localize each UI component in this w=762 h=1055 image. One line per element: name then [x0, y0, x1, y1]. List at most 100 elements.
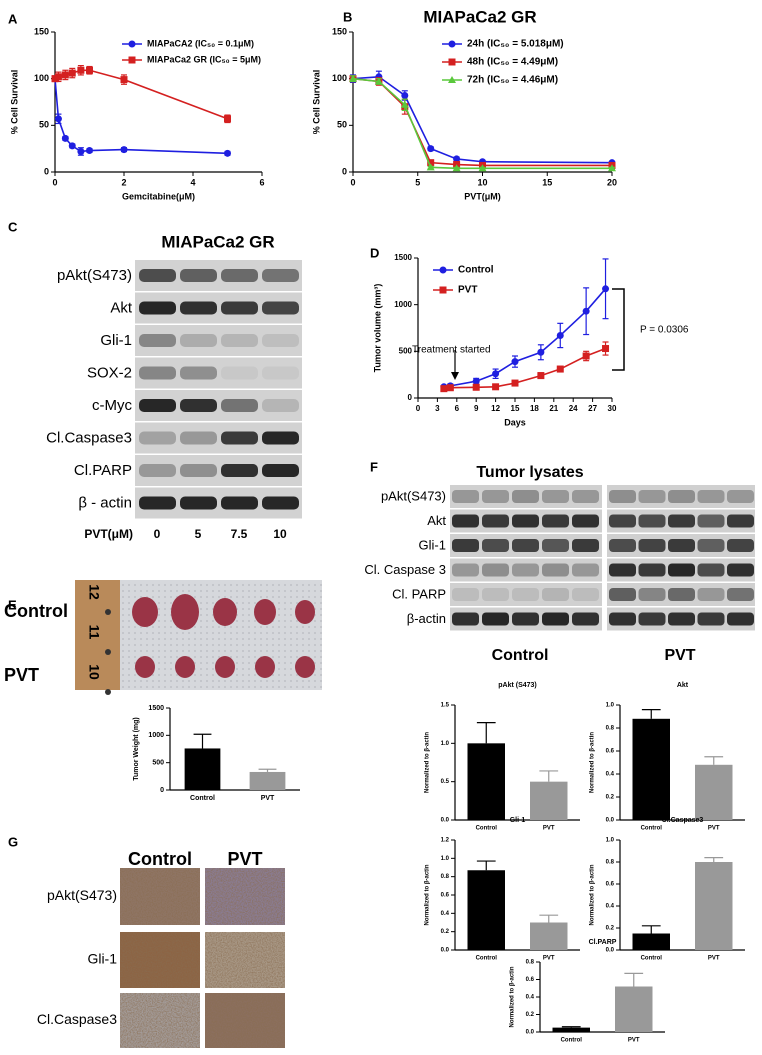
- blot-band: [542, 539, 569, 552]
- blot-band: [727, 490, 754, 503]
- marker: [448, 58, 456, 66]
- blot-band: [262, 269, 299, 282]
- blot-strip: [450, 558, 602, 582]
- blot-band: [262, 334, 299, 347]
- marker: [511, 358, 519, 366]
- blot-band: [697, 514, 725, 528]
- y-tick-label: 500: [399, 346, 413, 355]
- x-tick-label: 6: [259, 177, 264, 187]
- group-label: PVT: [664, 647, 695, 664]
- blot-band: [609, 563, 636, 577]
- blot-row-label: β-actin: [407, 611, 446, 626]
- y-tick-label: 0.5: [441, 779, 450, 785]
- x-tick-label: 5: [415, 177, 420, 187]
- panel-label: C: [8, 219, 18, 234]
- marker: [426, 163, 435, 171]
- blot-band: [452, 563, 479, 577]
- chart-title: MIAPaCa2 GR: [423, 7, 536, 26]
- y-tick-label: 1.0: [606, 703, 615, 709]
- marker: [448, 40, 456, 48]
- blot-band: [180, 496, 217, 510]
- x-tick-label: 30: [608, 404, 617, 413]
- y-tick-label: 100: [332, 73, 347, 83]
- marker: [537, 348, 545, 356]
- blot-band: [482, 539, 509, 552]
- x-tick-label: 15: [542, 177, 552, 187]
- marker: [440, 385, 448, 393]
- tumor: [215, 656, 235, 678]
- y-tick-label: 0.2: [441, 929, 450, 935]
- blot-band: [609, 514, 636, 528]
- y-axis-label: Normalized to β-actin: [425, 732, 431, 793]
- x-tick-label: Control: [190, 795, 215, 802]
- x-tick-label: PVT: [628, 1038, 640, 1044]
- blot-row-label: Gli-1: [419, 537, 446, 552]
- series-line: [352, 77, 612, 170]
- legend-label: 48h (IC₅₀ = 4.49μM): [467, 57, 558, 68]
- marker: [556, 331, 564, 339]
- x-tick-label: Control: [561, 1038, 583, 1044]
- bar: [615, 986, 653, 1032]
- x-tick-label: 0: [350, 177, 355, 187]
- y-tick-label: 0.2: [606, 926, 615, 932]
- chart-title: Cl.Caspase3: [662, 817, 704, 824]
- blot-band: [180, 269, 217, 282]
- blot-band: [638, 539, 666, 552]
- blot-band: [697, 563, 725, 577]
- ruler-hole: [105, 689, 111, 695]
- blot-band: [262, 399, 299, 412]
- blot-row-label: β - actin: [78, 494, 132, 511]
- blot-band: [638, 490, 666, 503]
- blot-band: [727, 514, 754, 528]
- blot-row-label: Cl.PARP: [74, 462, 132, 479]
- y-tick-label: 0.0: [441, 948, 450, 954]
- marker: [537, 372, 545, 380]
- ruler-label: 10: [86, 664, 102, 680]
- blot-row-label: Akt: [427, 513, 446, 528]
- blot-band: [542, 588, 569, 601]
- marker: [427, 159, 435, 167]
- series-line: [352, 77, 612, 167]
- legend-label: PVT: [458, 285, 477, 296]
- legend-label: 24h (IC₅₀ = 5.018μM): [467, 39, 564, 50]
- chart-title: Cl.PARP: [589, 939, 617, 946]
- marker: [492, 370, 500, 378]
- marker: [556, 365, 564, 373]
- blot-band: [727, 539, 754, 552]
- y-tick-label: 50: [39, 120, 49, 130]
- blot-band: [697, 588, 725, 601]
- blot-band: [221, 431, 258, 445]
- bar: [184, 748, 221, 790]
- blot-strip: [135, 325, 302, 356]
- ihc-texture: [205, 868, 285, 925]
- blot-row-label: c-Myc: [92, 397, 132, 414]
- marker: [68, 142, 76, 150]
- x-tick-label: 20: [607, 177, 617, 187]
- blot-band: [542, 514, 569, 528]
- ihc-texture: [205, 993, 285, 1048]
- blot-band: [180, 334, 217, 347]
- blot-band: [482, 490, 509, 503]
- marker: [427, 145, 435, 153]
- blot-band: [139, 399, 176, 412]
- marker: [448, 76, 456, 83]
- blot-band: [668, 539, 695, 552]
- blot-band: [609, 539, 636, 552]
- series-line: [443, 288, 607, 388]
- x-tick-label: 0: [416, 404, 421, 413]
- y-tick-label: 1.0: [441, 741, 450, 747]
- ihc-column-label: PVT: [227, 849, 262, 869]
- bar: [467, 743, 505, 820]
- bar: [632, 718, 670, 820]
- group-label: Control: [492, 647, 549, 664]
- marker: [374, 77, 383, 85]
- marker: [439, 286, 447, 294]
- blot-title: MIAPaCa2 GR: [161, 232, 274, 251]
- blot-band: [139, 464, 176, 477]
- blot-band: [609, 612, 636, 626]
- lane-label: 10: [273, 527, 287, 541]
- panel-label: F: [370, 459, 378, 474]
- blot-band: [139, 301, 176, 315]
- y-tick-label: 0: [408, 393, 413, 402]
- y-tick-label: 150: [34, 26, 49, 36]
